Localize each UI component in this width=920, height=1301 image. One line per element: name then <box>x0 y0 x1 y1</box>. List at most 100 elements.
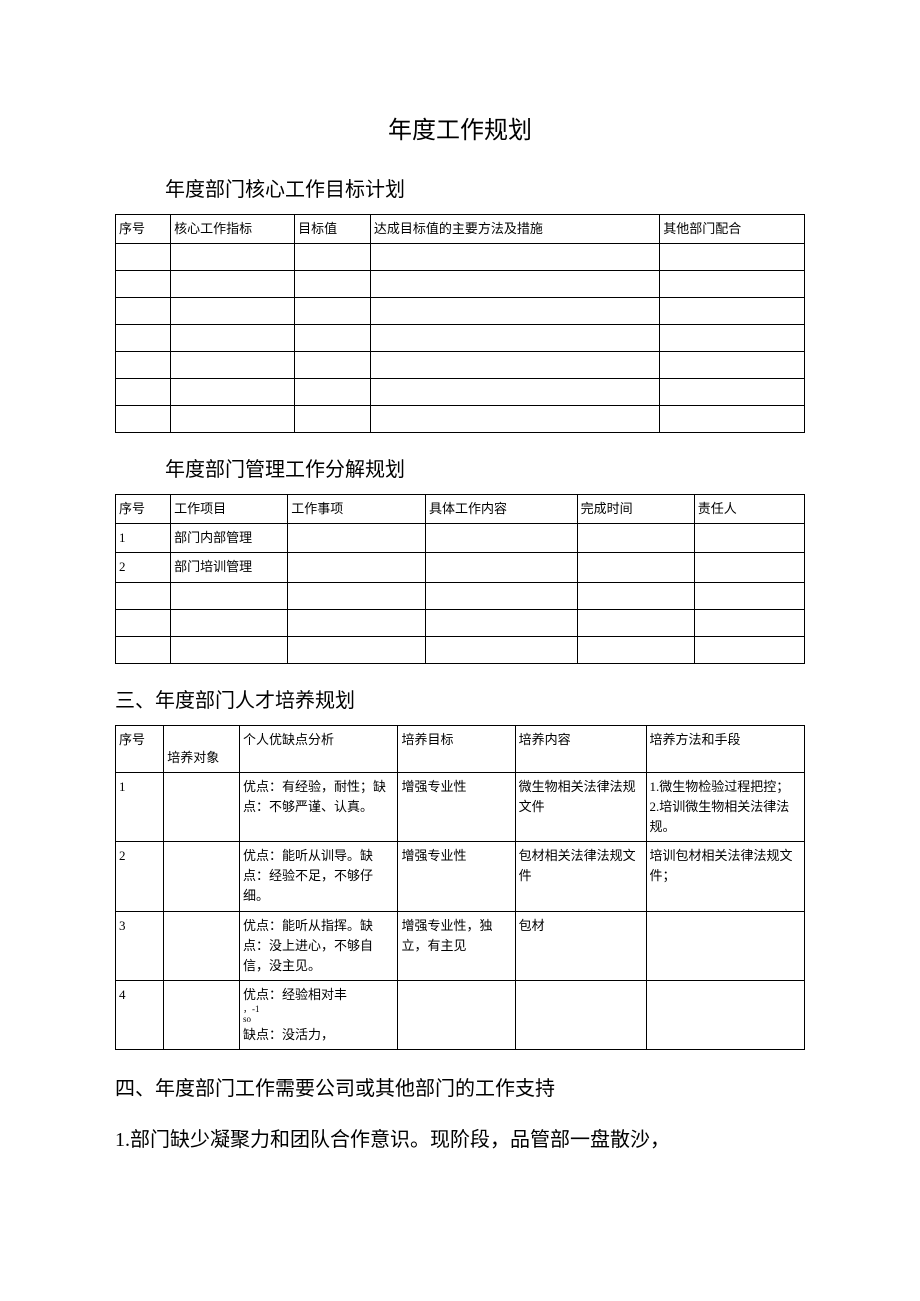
cell <box>515 980 646 1049</box>
cell <box>426 582 578 609</box>
cell <box>577 553 694 582</box>
cell <box>426 636 578 663</box>
cell <box>288 553 426 582</box>
th-method: 达成目标值的主要方法及措施 <box>370 215 659 244</box>
cell: 2 <box>116 842 164 911</box>
cell <box>370 406 659 433</box>
page-title: 年度工作规划 <box>115 110 805 145</box>
section2-heading: 年度部门管理工作分解规划 <box>115 453 805 482</box>
th-content: 培养内容 <box>515 725 646 772</box>
cell <box>288 636 426 663</box>
cell <box>116 352 171 379</box>
cell <box>171 379 295 406</box>
th-time: 完成时间 <box>577 495 694 524</box>
cell <box>171 636 288 663</box>
cell <box>171 582 288 609</box>
cell <box>577 582 694 609</box>
cell <box>370 352 659 379</box>
table-row: 1 部门内部管理 <box>116 524 805 553</box>
cell <box>295 244 371 271</box>
cell: 部门培训管理 <box>171 553 288 582</box>
th-content: 具体工作内容 <box>426 495 578 524</box>
cell <box>164 842 240 911</box>
table-core-targets: 序号 核心工作指标 目标值 达成目标值的主要方法及措施 其他部门配合 <box>115 214 805 433</box>
cell: 包材相关法律法规文件 <box>515 842 646 911</box>
cell: 2 <box>116 553 171 582</box>
cell <box>171 352 295 379</box>
cell <box>288 524 426 553</box>
cell <box>577 636 694 663</box>
cell <box>660 271 805 298</box>
cell <box>164 911 240 980</box>
th-target: 目标值 <box>295 215 371 244</box>
cell <box>288 609 426 636</box>
cell <box>171 609 288 636</box>
cell <box>295 379 371 406</box>
section1-heading: 年度部门核心工作目标计划 <box>115 173 805 202</box>
table-row: 序号 核心工作指标 目标值 达成目标值的主要方法及措施 其他部门配合 <box>116 215 805 244</box>
cell <box>171 298 295 325</box>
cell: 3 <box>116 911 164 980</box>
cell: 4 <box>116 980 164 1049</box>
table-row <box>116 609 805 636</box>
table-talent-plan: 序号 培养对象 个人优缺点分析 培养目标 培养内容 培养方法和手段 1 优点：有… <box>115 725 805 1050</box>
cell: 优点：能听从指挥。缺点：没上进心，不够自信，没主见。 <box>240 911 398 980</box>
table-row: 序号 工作项目 工作事项 具体工作内容 完成时间 责任人 <box>116 495 805 524</box>
table-row: 3 优点：能听从指挥。缺点：没上进心，不够自信，没主见。 增强专业性，独立，有主… <box>116 911 805 980</box>
text-tail: 缺点：没活力， <box>243 1027 334 1042</box>
cell: 1 <box>116 524 171 553</box>
cell: 包材 <box>515 911 646 980</box>
cell <box>660 352 805 379</box>
th-method: 培养方法和手段 <box>646 725 805 772</box>
table-row <box>116 636 805 663</box>
cell: 优点：有经验，耐性；缺点：不够严谨、认真。 <box>240 772 398 841</box>
table-row <box>116 298 805 325</box>
cell <box>171 325 295 352</box>
cell <box>660 298 805 325</box>
cell <box>288 582 426 609</box>
cell: 培训包材相关法律法规文件； <box>646 842 805 911</box>
cell <box>660 379 805 406</box>
cell <box>116 582 171 609</box>
th-seq: 序号 <box>116 495 171 524</box>
cell <box>694 636 804 663</box>
cell <box>370 298 659 325</box>
cell <box>370 271 659 298</box>
cell <box>295 352 371 379</box>
cell: 部门内部管理 <box>171 524 288 553</box>
cell <box>398 980 515 1049</box>
cell: 微生物相关法律法规文件 <box>515 772 646 841</box>
table-row <box>116 271 805 298</box>
cell <box>694 524 804 553</box>
th-analysis: 个人优缺点分析 <box>240 725 398 772</box>
cell <box>164 980 240 1049</box>
th-item: 工作事项 <box>288 495 426 524</box>
table-row: 2 部门培训管理 <box>116 553 805 582</box>
th-seq: 序号 <box>116 725 164 772</box>
cell <box>646 980 805 1049</box>
cell <box>171 244 295 271</box>
cell: 1 <box>116 772 164 841</box>
cell <box>426 524 578 553</box>
cell: 1.微生物检验过程把控； 2.培训微生物相关法律法规。 <box>646 772 805 841</box>
cell <box>660 244 805 271</box>
cell <box>116 379 171 406</box>
cell <box>426 553 578 582</box>
cell <box>660 406 805 433</box>
text-sub: ，-1 so <box>243 1005 394 1025</box>
cell <box>295 271 371 298</box>
cell <box>116 406 171 433</box>
cell <box>116 271 171 298</box>
cell <box>295 406 371 433</box>
table-row <box>116 325 805 352</box>
cell <box>116 609 171 636</box>
cell <box>577 609 694 636</box>
table-row <box>116 352 805 379</box>
cell <box>426 609 578 636</box>
th-seq: 序号 <box>116 215 171 244</box>
table-row: 序号 培养对象 个人优缺点分析 培养目标 培养内容 培养方法和手段 <box>116 725 805 772</box>
cell <box>370 325 659 352</box>
table-row: 4 优点：经验相对丰 ，-1 so 缺点：没活力， <box>116 980 805 1049</box>
cell <box>295 325 371 352</box>
th-owner: 责任人 <box>694 495 804 524</box>
